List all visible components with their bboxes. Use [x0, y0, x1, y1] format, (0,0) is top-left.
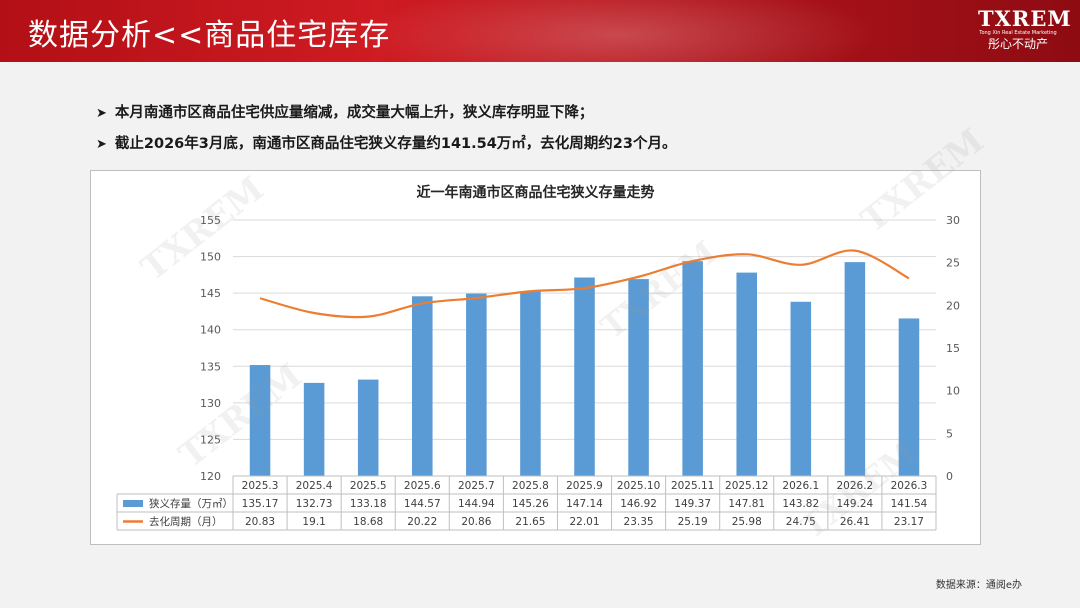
data-label: 23.17	[894, 516, 924, 528]
data-label: 19.1	[302, 516, 325, 528]
x-tick-label: 2025.10	[617, 480, 660, 492]
data-label: 20.83	[245, 516, 275, 528]
data-label: 149.37	[674, 498, 711, 510]
bullet-text: 截止2026年3月底，南通市区商品住宅狭义存量约141.54万㎡，去化周期约23…	[114, 136, 677, 152]
data-label: 25.98	[732, 516, 762, 528]
data-label: 23.35	[624, 516, 654, 528]
data-label: 149.24	[837, 498, 874, 510]
bullet-text: 本月南通市区商品住宅供应量缩减，成交量大幅上升，狭义库存明显下降；	[114, 105, 594, 121]
bar	[628, 279, 649, 476]
x-tick-label: 2025.5	[350, 480, 387, 492]
bar	[574, 277, 595, 476]
bar	[520, 291, 541, 476]
y-right-tick-label: 10	[946, 385, 960, 398]
legend-label: 去化周期（月）	[149, 515, 223, 528]
data-label: 26.41	[840, 516, 870, 528]
data-label: 141.54	[891, 498, 928, 510]
header-banner: 数据分析<<商品住宅库存 TXREM Tong Xin Real Estate …	[0, 0, 1080, 62]
data-label: 133.18	[350, 498, 387, 510]
chart-panel: 近一年南通市区商品住宅狭义存量走势 120 125 130 135 140 145 150 1…	[90, 121, 992, 547]
logo-wordmark: TXREM	[978, 6, 1072, 31]
bar	[790, 301, 812, 476]
y-left-tick-label: 140	[200, 324, 221, 337]
bar	[357, 379, 379, 476]
logo-tagline: Tong Xin Real Estate Marketing	[979, 30, 1057, 36]
x-tick-label: 2026.2	[837, 480, 874, 492]
x-tick-label: 2025.3	[242, 480, 279, 492]
data-label: 25.19	[678, 516, 708, 528]
bullet-item: ➤ 截止2026年3月底，南通市区商品住宅狭义存量约141.54万㎡，去化周期约2…	[96, 129, 676, 160]
data-label: 18.68	[353, 516, 383, 528]
data-label: 144.57	[404, 498, 441, 510]
y-left-tick-label: 120	[200, 470, 221, 483]
legend-swatch-bar	[123, 500, 143, 507]
bar	[682, 261, 703, 476]
logo-chinese-name: 彤心不动产	[987, 37, 1048, 51]
banner-highlight	[360, 0, 880, 62]
data-label: 147.14	[566, 498, 603, 510]
y-right-tick-label: 30	[946, 214, 960, 227]
legend-label: 狭义存量（万㎡）	[149, 497, 233, 510]
data-label: 144.94	[458, 498, 495, 510]
x-tick-label: 2025.9	[566, 480, 603, 492]
y-left-tick-label: 150	[200, 251, 221, 264]
bullet-item: ➤ 本月南通市区商品住宅供应量缩减，成交量大幅上升，狭义库存明显下降；	[96, 98, 676, 129]
y-right-tick-label: 20	[946, 299, 960, 312]
y-right-tick-label: 5	[946, 427, 953, 440]
bar	[303, 382, 325, 476]
data-source-note: 数据来源：通阅e办	[935, 580, 1022, 591]
data-label: 20.22	[407, 516, 437, 528]
data-label: 135.17	[242, 498, 279, 510]
data-label: 20.86	[461, 516, 491, 528]
y-left-tick-label: 135	[200, 360, 221, 373]
bar	[466, 293, 487, 476]
bar	[249, 365, 271, 476]
x-tick-label: 2025.7	[458, 480, 495, 492]
bar	[898, 318, 920, 476]
y-left-tick-label: 155	[200, 214, 221, 227]
data-label: 145.26	[512, 498, 549, 510]
data-label: 21.65	[515, 516, 545, 528]
y-right-tick-label: 25	[946, 257, 960, 270]
data-label: 132.73	[296, 498, 333, 510]
data-label: 146.92	[620, 498, 657, 510]
x-tick-label: 2025.6	[404, 480, 441, 492]
page-title: 数据分析<<商品住宅库存	[28, 18, 391, 53]
arrow-bullet-icon: ➤	[96, 106, 107, 121]
data-label: 147.81	[728, 498, 765, 510]
x-tick-label: 2026.3	[891, 480, 928, 492]
x-tick-label: 2025.12	[725, 480, 768, 492]
y-right-tick-label: 0	[946, 470, 953, 483]
y-left-tick-label: 130	[200, 397, 221, 410]
y-left-tick-label: 145	[200, 287, 221, 300]
chart-title: 近一年南通市区商品住宅狭义存量走势	[417, 184, 655, 201]
bar	[844, 262, 866, 476]
bar	[736, 272, 758, 476]
x-tick-label: 2026.1	[782, 480, 819, 492]
data-label: 22.01	[569, 516, 599, 528]
arrow-bullet-icon: ➤	[96, 137, 107, 152]
x-tick-label: 2025.11	[671, 480, 714, 492]
inventory-chart: 近一年南通市区商品住宅狭义存量走势 1201251301351401451501…	[116, 184, 960, 531]
y-right-tick-label: 15	[946, 342, 960, 355]
bar	[411, 296, 433, 476]
x-tick-label: 2025.4	[296, 480, 333, 492]
data-label: 143.82	[782, 498, 819, 510]
y-left-tick-label: 125	[200, 433, 221, 446]
summary-bullets: ➤ 本月南通市区商品住宅供应量缩减，成交量大幅上升，狭义库存明显下降； ➤ 截止20…	[96, 98, 676, 160]
data-label: 24.75	[786, 516, 816, 528]
brand-logo: TXREM Tong Xin Real Estate Marketing 彤心不…	[978, 6, 1072, 52]
x-tick-label: 2025.8	[512, 480, 549, 492]
